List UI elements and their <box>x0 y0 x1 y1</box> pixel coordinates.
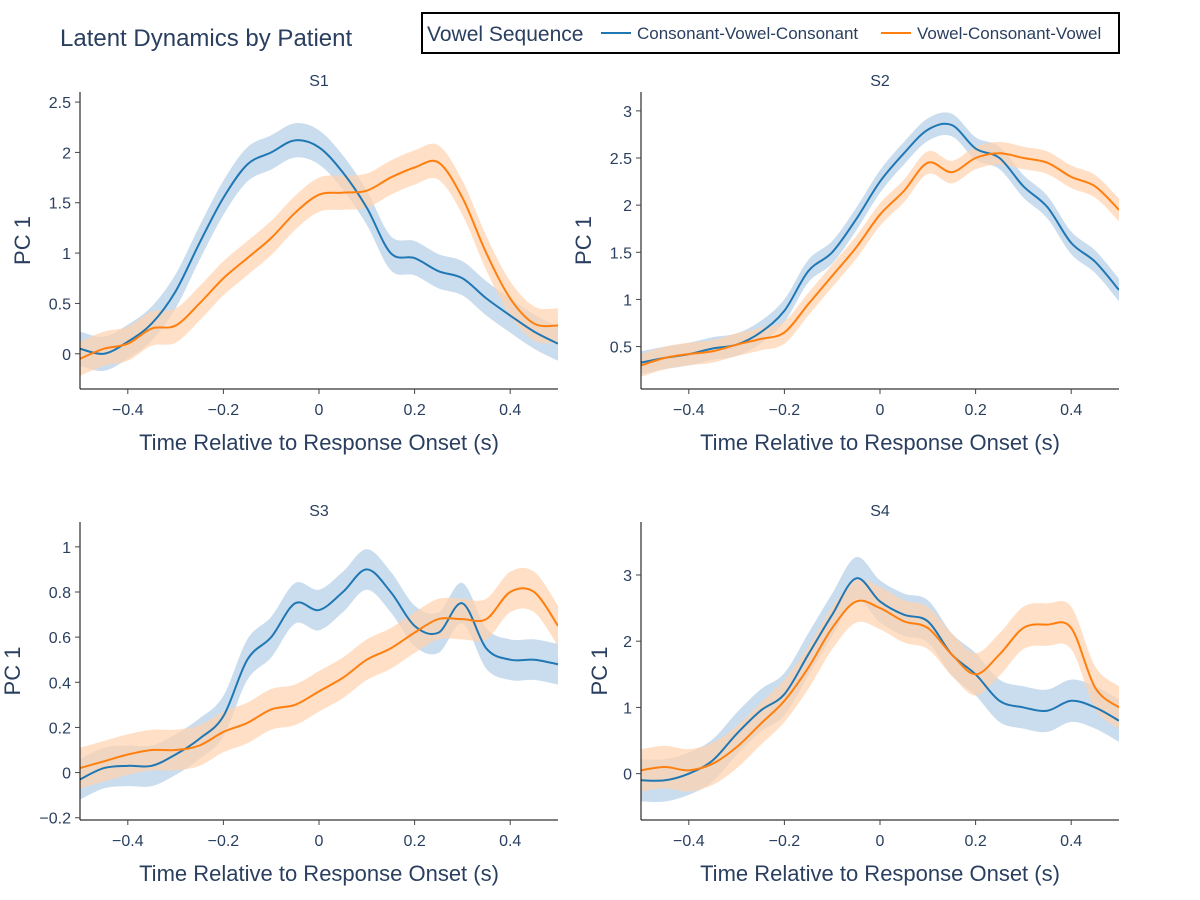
y-tick-label: 0.5 <box>610 340 632 357</box>
x-tick-label: −0.4 <box>673 402 705 419</box>
y-tick-label: 2.5 <box>49 95 71 112</box>
confidence-band-vcv <box>80 567 558 789</box>
subplot-s3: S3 −0.4 −0.2 0 0.2 0.4 −0.2 0 0.2 0.4 0.6 0.8 1 Time … <box>0 503 558 886</box>
subplot-s1: S1 −0.4 −0.2 0 0.2 0.4 0 0.5 1 1.5 2 2.5 Time Relati… <box>10 73 558 455</box>
x-tick-label: −0.2 <box>769 402 801 419</box>
y-tick-label: 0.5 <box>49 296 71 313</box>
y-axis-label: PC 1 <box>571 216 596 265</box>
x-tick-label: 0.2 <box>403 402 425 419</box>
x-tick-label: 0.2 <box>964 402 986 419</box>
legend-title: Vowel Sequence <box>427 23 583 46</box>
chart-title: Latent Dynamics by Patient <box>60 25 352 52</box>
y-tick-label: 1 <box>62 246 71 263</box>
y-tick-label: 0.8 <box>49 585 71 602</box>
x-axis-label: Time Relative to Response Onset (s) <box>700 861 1060 886</box>
y-tick-label: 3 <box>623 104 632 121</box>
legend-label-vcv[interactable]: Vowel-Consonant-Vowel <box>917 24 1101 43</box>
plot-area <box>80 123 558 376</box>
y-tick-label: 3 <box>623 568 632 585</box>
series-line-vcv <box>80 587 558 770</box>
x-tick-label: 0 <box>876 402 885 419</box>
y-axis-label: PC 1 <box>587 647 612 696</box>
x-tick-label: −0.2 <box>208 833 240 850</box>
x-tick-label: 0 <box>315 833 324 850</box>
y-tick-label: 2.5 <box>610 151 632 168</box>
y-tick-label: 1 <box>623 700 632 717</box>
y-tick-label: 0.6 <box>49 630 71 647</box>
subplot-title: S4 <box>870 503 890 520</box>
x-tick-label: 0.2 <box>964 833 986 850</box>
x-tick-label: 0.2 <box>403 833 425 850</box>
x-axis-label: Time Relative to Response Onset (s) <box>700 430 1060 455</box>
x-tick-label: 0 <box>876 833 885 850</box>
x-tick-label: −0.4 <box>673 833 705 850</box>
series-line-cvc <box>641 577 1119 782</box>
x-tick-label: −0.4 <box>112 833 144 850</box>
legend-box <box>421 12 1120 54</box>
y-tick-label: 0 <box>62 347 71 364</box>
series-line-cvc <box>80 568 558 781</box>
y-tick-label: 2 <box>623 198 632 215</box>
y-axis-label: PC 1 <box>10 216 35 265</box>
x-tick-label: 0.4 <box>1060 402 1082 419</box>
y-tick-label: 0.2 <box>49 720 71 737</box>
y-tick-label: 1 <box>623 292 632 309</box>
x-axis-label: Time Relative to Response Onset (s) <box>139 861 499 886</box>
x-tick-label: 0.4 <box>499 833 521 850</box>
confidence-band-vcv <box>80 143 558 376</box>
y-tick-label: 0 <box>62 766 71 783</box>
plot-area <box>641 112 1119 377</box>
series-line-cvc <box>80 139 558 355</box>
y-tick-label: 1.5 <box>49 196 71 213</box>
y-tick-label: 1.5 <box>610 245 632 262</box>
y-tick-label: 0 <box>623 767 632 784</box>
series-line-vcv <box>641 599 1119 772</box>
subplot-title: S1 <box>309 73 329 90</box>
y-tick-label: −0.2 <box>39 811 71 828</box>
series-line-vcv <box>641 152 1119 367</box>
subplots: S1 −0.4 −0.2 0 0.2 0.4 0 0.5 1 1.5 2 2.5 Time Relati… <box>0 73 1119 886</box>
confidence-band-vcv <box>641 579 1119 792</box>
y-tick-label: 1 <box>62 540 71 557</box>
x-tick-label: 0.4 <box>499 402 521 419</box>
subplot-title: S3 <box>309 503 329 520</box>
plot-area <box>80 549 558 800</box>
x-tick-label: −0.4 <box>112 402 144 419</box>
x-tick-label: 0 <box>315 402 324 419</box>
legend-label-cvc[interactable]: Consonant-Vowel-Consonant <box>637 24 858 43</box>
x-axis-label: Time Relative to Response Onset (s) <box>139 430 499 455</box>
subplot-title: S2 <box>870 73 890 90</box>
plot-area <box>641 556 1119 802</box>
y-tick-label: 0.4 <box>49 675 71 692</box>
subplot-s2: S2 −0.4 −0.2 0 0.2 0.4 0.5 1 1.5 2 2.5 3 Time Relati… <box>571 73 1119 455</box>
subplot-s4: S4 −0.4 −0.2 0 0.2 0.4 0 1 2 3 Time Relative to Re… <box>587 503 1119 886</box>
series-line-cvc <box>641 122 1119 364</box>
legend: Vowel Sequence Consonant-Vowel-Consonant… <box>421 12 1120 54</box>
x-tick-label: −0.2 <box>769 833 801 850</box>
y-tick-label: 2 <box>623 634 632 651</box>
x-tick-label: −0.2 <box>208 402 240 419</box>
y-axis-label: PC 1 <box>0 647 25 696</box>
x-tick-label: 0.4 <box>1060 833 1082 850</box>
y-tick-label: 2 <box>62 145 71 162</box>
series-line-vcv <box>80 159 558 360</box>
